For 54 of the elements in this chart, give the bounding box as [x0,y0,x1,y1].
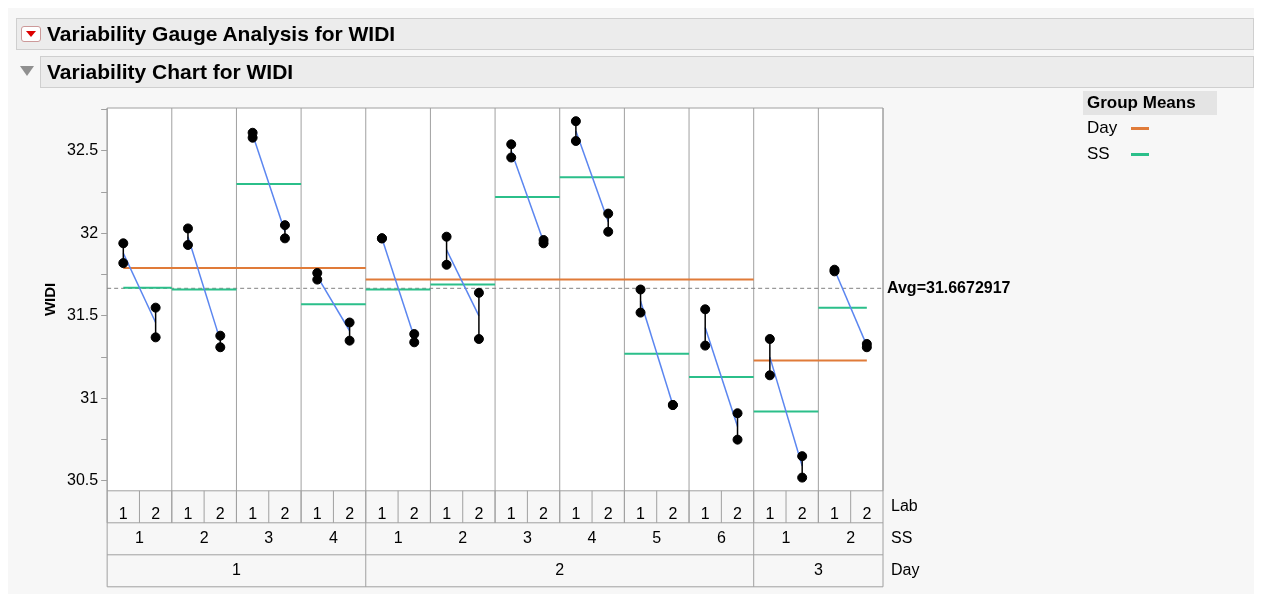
x-tick-label: 1 [506,504,516,522]
text: SS [891,529,913,547]
y-tick-label: 30.5 [67,471,99,489]
text: 4 [328,529,338,547]
y-tick-label: 31 [80,388,99,406]
x-tick-label: 1 [700,504,710,522]
x-tick-label: 2 [797,504,807,522]
x-tick-label: 2 [151,504,161,522]
x-tick-label: 2 [733,504,743,522]
chart-subtitle: Variability Chart for WIDI [47,60,294,84]
text: 2 [846,529,856,547]
text: 1 [135,529,145,547]
x-tick-label: 2 [409,504,419,522]
text: 1 [232,561,241,579]
legend-label: SS [1087,144,1111,164]
text: 2 [555,561,565,579]
x-axis-title: Lab [891,497,918,515]
x-tick-label: 1 [636,504,646,522]
y-tick-label: 31.5 [67,306,99,324]
text: 1 [781,529,791,547]
text: 3 [813,561,823,579]
ref-line-label: Avg=31.6672917 [887,278,1011,296]
text: 2 [199,529,209,547]
legend-label: Day [1087,118,1119,138]
x-tick-label: 2 [862,504,872,522]
y-tick-label: 32.5 [67,141,99,159]
chart-title: Variability Gauge Analysis for WIDI [47,22,396,46]
y-axis-title: WIDI [41,282,59,317]
text: 2 [458,529,468,547]
x-tick-label: 1 [442,504,452,522]
x-tick-label: 1 [312,504,322,522]
text: 4 [587,529,597,547]
x-tick-label: 2 [474,504,484,522]
x-tick-label: 2 [280,504,290,522]
x-tick-label: 2 [539,504,549,522]
x-tick-label: 2 [215,504,225,522]
text: 1 [393,529,403,547]
x-tick-label: 1 [765,504,775,522]
x-tick-label: 1 [571,504,581,522]
text: 3 [522,529,532,547]
x-tick-label: 1 [248,504,258,522]
x-tick-label: 2 [603,504,613,522]
x-tick-label: 1 [830,504,840,522]
x-tick-label: 1 [118,504,128,522]
y-tick-label: 32 [80,223,99,241]
text: 3 [264,529,274,547]
x-tick-label: 2 [345,504,355,522]
x-tick-label: 1 [377,504,387,522]
text: 6 [716,529,726,547]
x-tick-label: 2 [668,504,678,522]
x-tick-label: 1 [183,504,193,522]
text: 5 [652,529,662,547]
text: Day [891,561,920,579]
legend-title: Group Means [1083,91,1217,115]
